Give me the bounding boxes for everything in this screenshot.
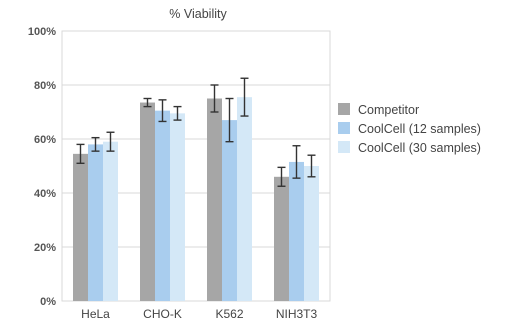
legend-swatch xyxy=(338,122,350,134)
bar xyxy=(73,153,88,301)
legend: Competitor CoolCell (12 samples) CoolCell … xyxy=(338,103,481,155)
y-tick-label: 100% xyxy=(28,26,56,38)
bar xyxy=(103,141,118,301)
chart-title: % Viability xyxy=(169,7,227,21)
y-tick-label: 80% xyxy=(34,80,56,92)
legend-label: Competitor xyxy=(358,103,419,117)
bar xyxy=(140,102,155,301)
bar xyxy=(88,144,103,301)
x-tick-label: K562 xyxy=(215,307,243,321)
y-tick-label: 40% xyxy=(34,188,56,200)
error-bars xyxy=(76,77,316,187)
x-axis-categories: HeLa CHO-K K562 NIH3T3 xyxy=(81,307,317,321)
x-tick-label: HeLa xyxy=(81,307,110,321)
x-tick-label: CHO-K xyxy=(143,307,182,321)
bar xyxy=(304,166,319,301)
bar xyxy=(222,120,237,301)
y-tick-label: 0% xyxy=(40,296,56,308)
bar xyxy=(274,176,289,301)
bar xyxy=(155,110,170,302)
bar xyxy=(207,98,222,301)
legend-label: CoolCell (12 samples) xyxy=(358,122,481,136)
legend-swatch xyxy=(338,103,350,115)
bar xyxy=(237,97,252,302)
legend-label: CoolCell (30 samples) xyxy=(358,141,481,155)
bars xyxy=(73,97,319,302)
y-tick-label: 20% xyxy=(34,242,56,254)
x-tick-label: NIH3T3 xyxy=(276,307,318,321)
legend-swatch xyxy=(338,141,350,153)
bar xyxy=(170,113,185,301)
y-axis-ticks: 0% 20% 40% 60% 80% 100% xyxy=(28,26,56,308)
bar xyxy=(289,161,304,301)
y-tick-label: 60% xyxy=(34,134,56,146)
